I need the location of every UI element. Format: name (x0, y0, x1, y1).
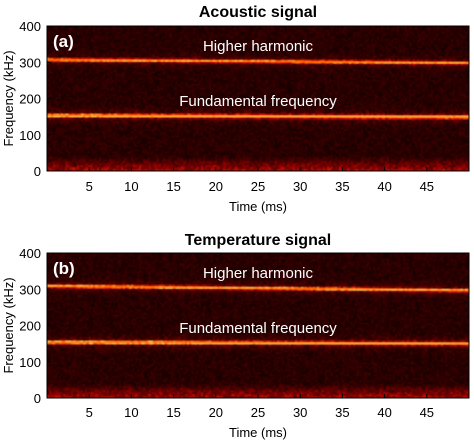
x-tick-label: 30 (293, 179, 307, 194)
x-tick-label: 15 (166, 179, 180, 194)
x-tick-label: 20 (209, 405, 223, 420)
x-tick-label: 25 (251, 405, 265, 420)
x-axis-label: Time (ms) (229, 199, 287, 214)
y-tick-label: 0 (34, 391, 41, 406)
band-label-harmonic: Higher harmonic (203, 265, 314, 282)
y-tick-label: 300 (19, 55, 41, 70)
x-tick-label: 25 (251, 179, 265, 194)
spectrogram-panel-b: Temperature signal (b) Higher harmonic Fund… (1, 232, 470, 440)
chart-title: Acoustic signal (199, 4, 317, 21)
panel-label: (b) (53, 259, 75, 278)
y-axis-label: Frequency (kHz) (1, 50, 16, 146)
x-tick-label: 10 (124, 405, 138, 420)
band-label-fundamental: Fundamental frequency (179, 93, 337, 110)
y-tick-label: 200 (19, 92, 41, 107)
x-tick-label: 10 (124, 179, 138, 194)
x-tick-label: 20 (209, 179, 223, 194)
chart-title: Temperature signal (185, 232, 331, 249)
x-axis-label: Time (ms) (229, 425, 287, 440)
y-tick-label: 0 (34, 164, 41, 179)
band-harmonic (46, 58, 470, 65)
x-tick-label: 30 (293, 405, 307, 420)
x-tick-label: 45 (420, 179, 434, 194)
band-fundamental (46, 114, 470, 119)
band-harmonic (46, 284, 470, 292)
y-tick-label: 100 (19, 355, 41, 370)
x-tick-label: 35 (335, 405, 349, 420)
y-axis-label: Frequency (kHz) (1, 277, 16, 373)
spectrogram-image (47, 26, 469, 171)
x-tick-label: 45 (420, 405, 434, 420)
spectrogram-image (47, 253, 469, 398)
x-tick-label: 15 (166, 405, 180, 420)
x-tick-label: 5 (86, 179, 93, 194)
y-tick-label: 300 (19, 282, 41, 297)
band-label-fundamental: Fundamental frequency (179, 320, 337, 337)
x-tick-label: 35 (335, 179, 349, 194)
spectrogram-panel-a: Acoustic signal (a) Higher harmonic Fundame… (1, 4, 470, 214)
x-tick-label: 40 (377, 179, 391, 194)
band-fundamental (46, 341, 470, 345)
y-tick-label: 400 (19, 19, 41, 34)
y-tick-label: 200 (19, 319, 41, 334)
y-tick-label: 100 (19, 128, 41, 143)
panel-label: (a) (53, 32, 74, 51)
x-tick-label: 5 (86, 405, 93, 420)
x-tick-label: 40 (377, 405, 391, 420)
y-tick-label: 400 (19, 246, 41, 261)
band-label-harmonic: Higher harmonic (203, 38, 314, 55)
